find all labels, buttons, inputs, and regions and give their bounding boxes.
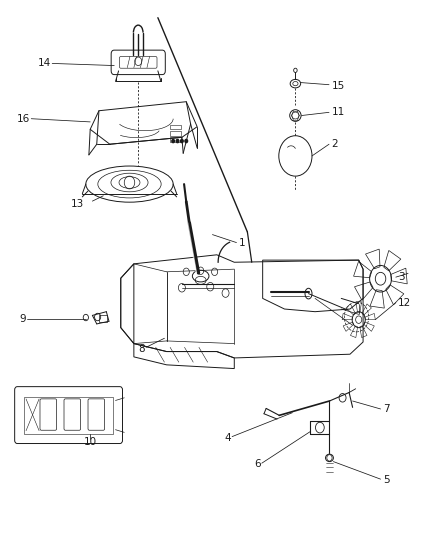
Text: 5: 5 [383,475,389,485]
Bar [170,131,181,136]
Text: 8: 8 [138,344,145,354]
Circle shape [185,140,187,143]
Text: 14: 14 [38,59,51,68]
Text: 10: 10 [84,437,97,447]
Text: 3: 3 [398,272,405,282]
Text: 7: 7 [383,404,389,414]
Bar [24,397,113,434]
Bar [170,138,181,142]
Text: 1: 1 [239,238,245,247]
Bar [99,315,107,322]
Circle shape [180,140,183,143]
Text: 16: 16 [17,114,30,124]
Text: 2: 2 [332,139,338,149]
Circle shape [172,140,174,143]
Text: 13: 13 [71,199,84,209]
Circle shape [176,140,179,143]
Text: 4: 4 [225,433,231,443]
Bar [170,125,181,130]
Text: 12: 12 [398,297,411,308]
Text: 15: 15 [332,81,345,91]
Text: 11: 11 [332,107,345,117]
Text: 9: 9 [19,313,26,324]
Text: 6: 6 [254,459,261,469]
